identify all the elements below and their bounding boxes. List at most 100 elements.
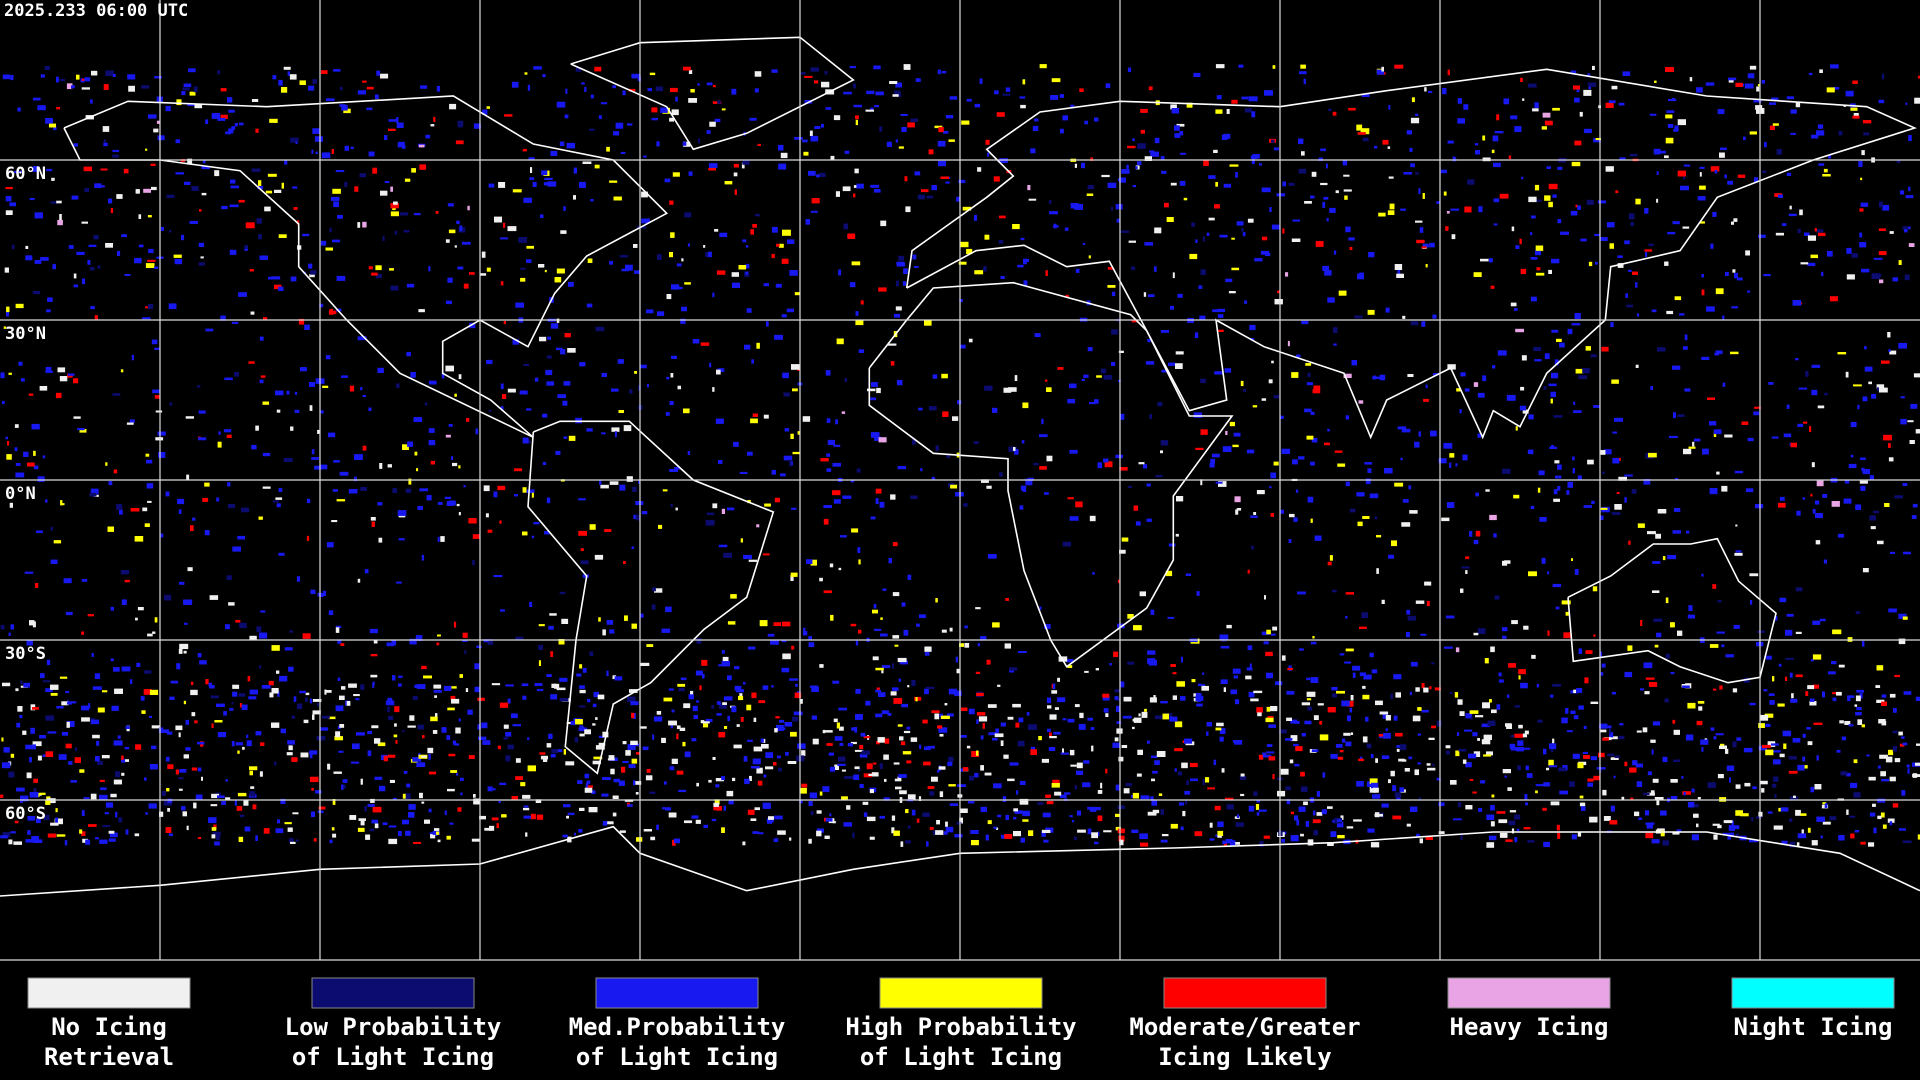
icing-pixel [792, 451, 800, 455]
icing-pixel [1844, 721, 1851, 725]
icing-pixel [1657, 347, 1666, 352]
icing-pixel [1483, 734, 1492, 740]
icing-pixel [792, 388, 798, 392]
icing-pixel [2, 400, 5, 405]
icing-pixel [1252, 154, 1260, 159]
icing-pixel [497, 485, 506, 491]
icing-pixel [647, 88, 653, 92]
icing-pixel [1313, 830, 1319, 836]
icing-pixel [1202, 235, 1205, 242]
icing-pixel [744, 344, 751, 350]
icing-pixel [1574, 313, 1581, 319]
icing-pixel [1482, 157, 1491, 162]
icing-pixel [1216, 722, 1224, 727]
icing-pixel [1420, 633, 1427, 636]
icing-pixel [430, 460, 435, 465]
icing-pixel [931, 476, 936, 481]
icing-pixel [1390, 693, 1393, 700]
icing-pixel [1267, 716, 1274, 719]
icing-pixel [186, 474, 190, 480]
icing-pixel [374, 94, 379, 99]
icing-pixel [1878, 99, 1885, 104]
icing-pixel [1849, 815, 1856, 818]
icing-pixel [445, 434, 451, 438]
icing-pixel [55, 392, 62, 399]
icing-pixel [73, 143, 78, 147]
icing-pixel [365, 834, 371, 840]
icing-pixel [598, 115, 602, 120]
icing-pixel [1271, 633, 1276, 636]
icing-pixel [708, 168, 716, 171]
icing-pixel [1376, 69, 1385, 75]
icing-pixel [1672, 221, 1680, 225]
icing-pixel [1230, 689, 1238, 695]
icing-pixel [1160, 440, 1169, 446]
icing-pixel [1266, 751, 1275, 754]
icing-pixel [781, 621, 791, 627]
icing-pixel [952, 416, 959, 421]
icing-pixel [1722, 315, 1725, 321]
icing-pixel [800, 787, 807, 794]
icing-pixel [1802, 756, 1806, 762]
icing-pixel [130, 508, 140, 512]
icing-pixel [1520, 77, 1523, 82]
icing-pixel [1697, 196, 1706, 201]
icing-pixel [1418, 797, 1421, 801]
icing-pixel [956, 196, 961, 202]
icing-pixel [681, 258, 684, 262]
icing-pixel [879, 501, 885, 508]
icing-pixel [1306, 382, 1313, 386]
icing-pixel [234, 122, 238, 127]
icing-pixel [135, 617, 138, 621]
icing-pixel [1832, 692, 1839, 695]
icing-pixel [1394, 64, 1404, 69]
icing-pixel [1890, 551, 1896, 554]
icing-pixel [649, 791, 656, 794]
icing-pixel [554, 277, 562, 283]
icing-pixel [12, 244, 15, 250]
icing-pixel [371, 272, 378, 276]
icing-pixel [295, 141, 298, 144]
icing-pixel [1347, 715, 1351, 722]
icing-pixel [360, 486, 367, 491]
icing-pixel [913, 265, 919, 268]
icing-pixel [154, 76, 162, 79]
icing-pixel [1789, 205, 1792, 210]
icing-pixel [1573, 689, 1576, 694]
icing-pixel [99, 794, 108, 800]
icing-pixel [87, 614, 94, 617]
icing-pixel [627, 804, 633, 807]
icing-pixel [753, 717, 757, 722]
icing-pixel [867, 388, 876, 392]
icing-pixel [999, 472, 1003, 477]
icing-pixel [32, 166, 39, 172]
icing-pixel [458, 123, 462, 128]
icing-pixel [1175, 351, 1184, 355]
icing-pixel [819, 664, 824, 668]
icing-pixel [1587, 73, 1591, 77]
icing-pixel [811, 198, 820, 204]
icing-pixel [1543, 748, 1547, 755]
icing-pixel [1062, 115, 1069, 121]
icing-pixel [10, 831, 16, 834]
icing-pixel [169, 402, 173, 406]
icing-pixel [880, 617, 883, 620]
icing-pixel [1148, 86, 1153, 91]
icing-pixel [1778, 663, 1782, 667]
icing-pixel [900, 841, 904, 847]
icing-pixel [1898, 260, 1902, 265]
icing-pixel [1860, 485, 1866, 491]
icing-pixel [1289, 513, 1295, 518]
icing-pixel [321, 152, 331, 159]
icing-pixel [50, 684, 59, 690]
icing-pixel [1290, 735, 1298, 742]
icing-pixel [833, 499, 841, 504]
icing-pixel [97, 760, 103, 765]
icing-pixel [579, 725, 584, 728]
icing-pixel [1483, 754, 1492, 757]
icing-pixel [1602, 789, 1607, 796]
icing-pixel [1872, 803, 1876, 807]
icing-pixel [1878, 719, 1886, 724]
icing-pixel [1048, 199, 1052, 204]
icing-pixel [1862, 120, 1872, 124]
